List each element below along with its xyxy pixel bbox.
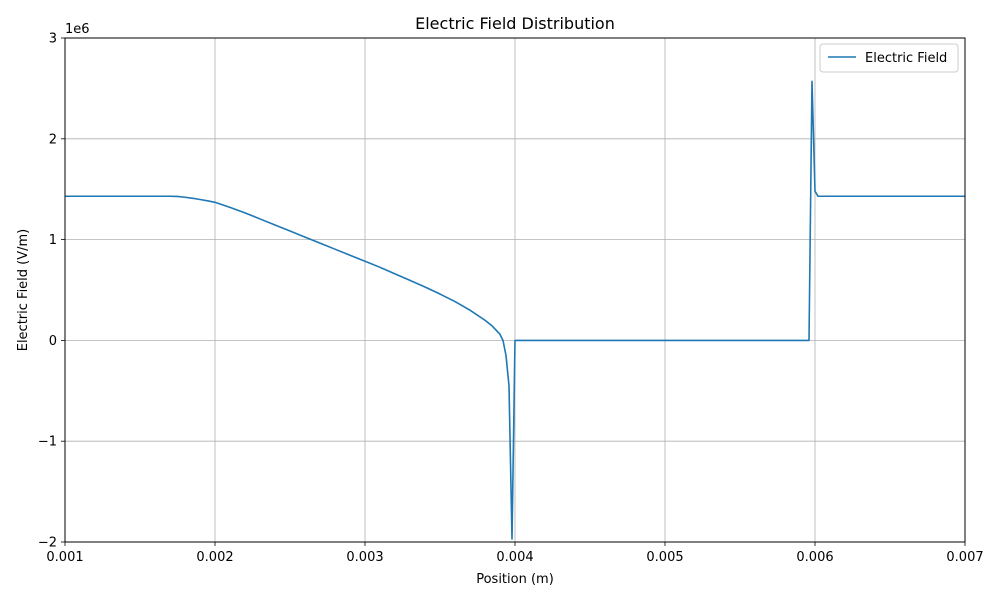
x-tick-label: 0.002 xyxy=(196,550,233,565)
y-tick-label: 2 xyxy=(49,132,57,147)
y-tick-label: 1 xyxy=(49,233,57,248)
y-tick-label: −2 xyxy=(38,536,57,551)
x-axis: 0.001 0.002 0.003 0.004 0.005 0.006 0.007 xyxy=(46,542,984,565)
x-tick-label: 0.003 xyxy=(346,550,383,565)
legend-box xyxy=(819,43,959,73)
legend: Electric Field xyxy=(819,43,959,73)
legend-label: Electric Field xyxy=(865,51,947,66)
grid xyxy=(64,37,966,543)
x-tick-label: 0.004 xyxy=(496,550,533,565)
y-tick-label: 0 xyxy=(49,334,57,349)
y-offset-label: 1e6 xyxy=(65,22,90,37)
x-tick-label: 0.005 xyxy=(646,550,683,565)
plot-area xyxy=(65,80,965,540)
y-axis: −2 −1 0 1 2 3 xyxy=(38,32,65,551)
chart-title: Electric Field Distribution xyxy=(415,14,615,33)
x-axis-label: Position (m) xyxy=(476,572,554,587)
y-tick-label: 3 xyxy=(49,32,57,47)
x-tick-label: 0.007 xyxy=(946,550,983,565)
y-axis-label: Electric Field (V/m) xyxy=(16,229,31,352)
x-tick-label: 0.006 xyxy=(796,550,833,565)
series-line-electric-field xyxy=(65,80,965,540)
y-tick-label: −1 xyxy=(38,435,57,450)
x-tick-label: 0.001 xyxy=(46,550,83,565)
